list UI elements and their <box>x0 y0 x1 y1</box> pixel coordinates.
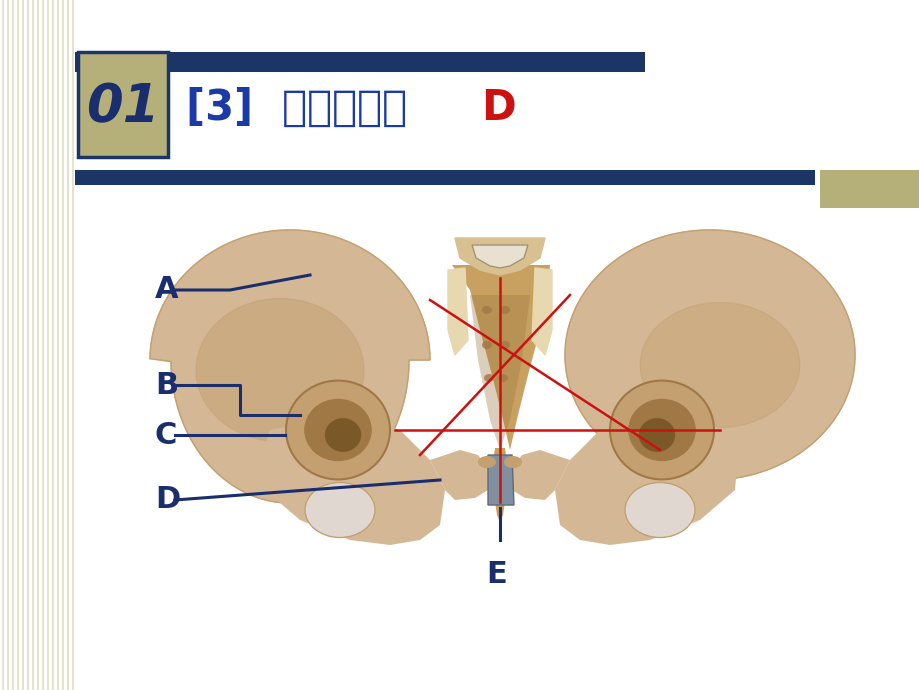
Ellipse shape <box>504 456 521 468</box>
Ellipse shape <box>286 381 390 480</box>
Polygon shape <box>196 299 364 442</box>
Text: D: D <box>481 86 515 128</box>
Bar <box>75 170 814 185</box>
Ellipse shape <box>324 418 361 452</box>
Ellipse shape <box>304 399 371 461</box>
Bar <box>78 52 168 157</box>
Polygon shape <box>470 295 529 450</box>
Bar <box>819 170 919 208</box>
Text: C: C <box>154 420 177 449</box>
Polygon shape <box>262 415 445 545</box>
Bar <box>75 52 644 72</box>
Polygon shape <box>564 230 854 480</box>
Ellipse shape <box>609 381 713 480</box>
Ellipse shape <box>478 456 495 468</box>
Polygon shape <box>471 245 528 268</box>
Text: 01: 01 <box>86 81 160 133</box>
Polygon shape <box>487 455 514 505</box>
Ellipse shape <box>482 306 492 314</box>
Ellipse shape <box>305 482 375 538</box>
Text: D: D <box>154 486 180 515</box>
Text: A: A <box>154 275 178 304</box>
Polygon shape <box>448 268 468 355</box>
Polygon shape <box>531 268 551 355</box>
Polygon shape <box>429 450 487 500</box>
Text: E: E <box>486 560 506 589</box>
Polygon shape <box>449 265 550 450</box>
Polygon shape <box>640 302 799 428</box>
Ellipse shape <box>483 374 494 382</box>
Polygon shape <box>455 238 544 275</box>
Polygon shape <box>554 415 737 545</box>
Ellipse shape <box>638 418 675 452</box>
Ellipse shape <box>624 482 694 538</box>
Ellipse shape <box>499 341 509 349</box>
Bar <box>78 52 168 157</box>
Ellipse shape <box>628 399 695 461</box>
Ellipse shape <box>482 341 492 349</box>
Ellipse shape <box>497 374 507 382</box>
Polygon shape <box>492 448 507 522</box>
Text: B: B <box>154 371 178 400</box>
Ellipse shape <box>499 306 509 314</box>
Polygon shape <box>150 230 429 503</box>
Text: [3]  耽骨结节？: [3] 耽骨结节？ <box>186 86 407 128</box>
Polygon shape <box>512 450 570 500</box>
